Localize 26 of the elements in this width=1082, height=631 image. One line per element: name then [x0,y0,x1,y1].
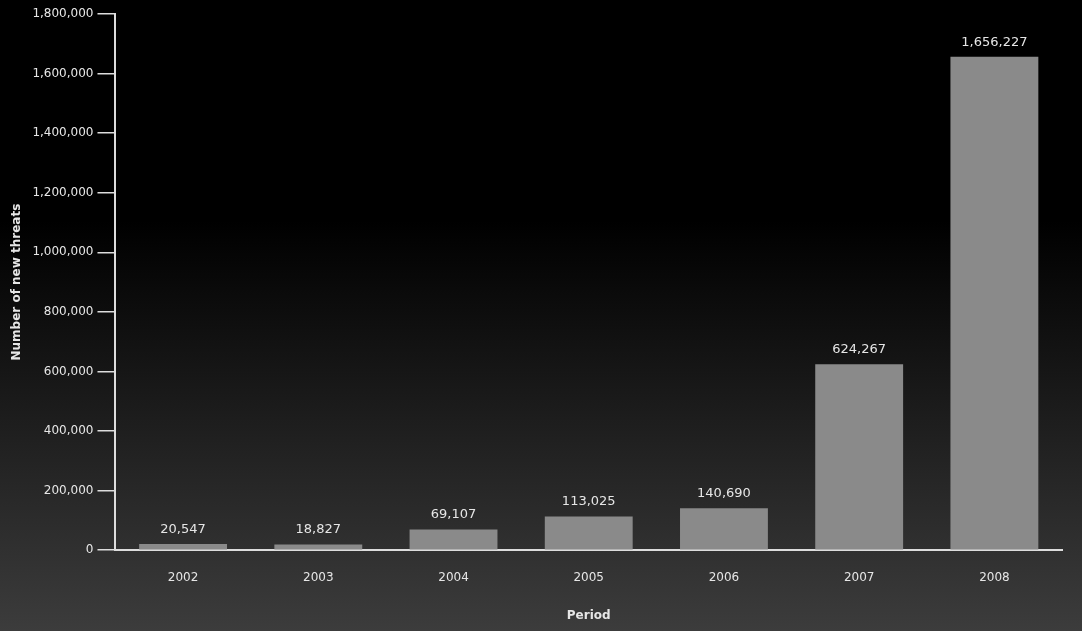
y-axis-title: Number of new threats [9,203,24,361]
y-tick-label: 1,200,000 [32,184,94,199]
data-label: 18,827 [295,521,342,537]
data-label: 113,025 [561,493,616,509]
x-axis-title: Period [566,607,611,622]
y-tick-label: 800,000 [43,304,94,319]
y-tick-label: 200,000 [43,482,94,497]
data-label: 624,267 [832,341,887,357]
y-tick-label: 400,000 [43,423,94,438]
data-label: 69,107 [430,506,477,522]
y-tick-label: 1,600,000 [32,65,94,80]
y-tick-label: 600,000 [43,363,94,378]
data-label: 20,547 [160,520,206,536]
data-label: 1,656,227 [961,33,1028,49]
y-tick-label: 1,000,000 [32,244,94,259]
x-tick-label: 2007 [843,569,875,584]
y-tick-label: 1,400,000 [32,125,94,140]
x-tick-label: 2006 [708,569,740,584]
x-tick-label: 2004 [438,569,469,584]
x-tick-label: 2002 [167,569,199,584]
y-tick-label: 1,800,000 [32,6,94,21]
data-label: 140,690 [697,485,751,501]
x-tick-label: 2005 [573,569,605,584]
x-tick-label: 2008 [979,569,1010,584]
x-tick-label: 2003 [303,569,334,584]
y-tick-label: 0 [85,542,94,557]
